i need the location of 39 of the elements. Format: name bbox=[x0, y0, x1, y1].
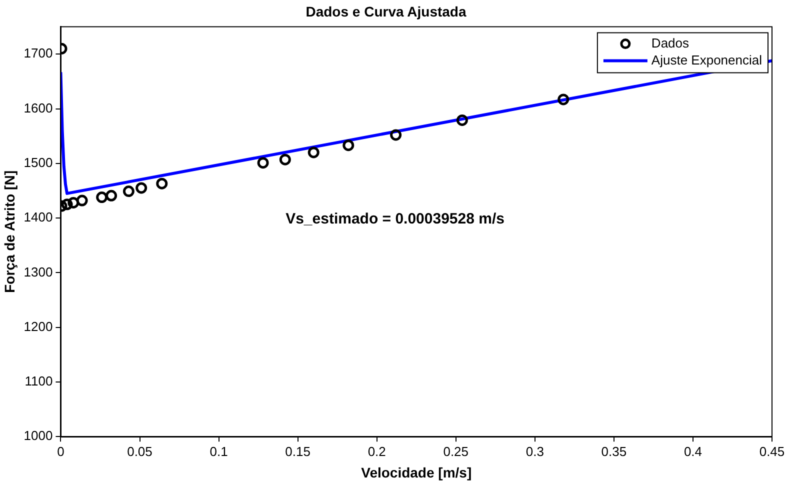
legend-label: Dados bbox=[651, 35, 690, 50]
x-axis-title: Velocidade [m/s] bbox=[361, 464, 472, 480]
y-tick-label: 1000 bbox=[24, 428, 53, 444]
point bbox=[68, 196, 80, 208]
y-tick-label: 1200 bbox=[24, 318, 53, 334]
y-tick-label: 1700 bbox=[24, 46, 53, 61]
point bbox=[257, 157, 269, 169]
x-tick-label: 0.35 bbox=[601, 444, 627, 459]
y-tick-label: 1500 bbox=[24, 154, 53, 170]
x-tick-label: 0.4 bbox=[684, 444, 702, 459]
y-axis-title: Força de Atrito [N] bbox=[1, 170, 18, 293]
x-tick-label: 0.2 bbox=[368, 444, 386, 459]
point bbox=[390, 129, 402, 141]
x-tick-label: 0.05 bbox=[127, 444, 152, 459]
x-tick-label: 0.3 bbox=[526, 444, 544, 459]
point bbox=[106, 190, 118, 202]
point bbox=[61, 198, 73, 210]
point bbox=[308, 146, 320, 158]
x-tick-label: 0.45 bbox=[759, 444, 785, 459]
point bbox=[456, 114, 468, 126]
point bbox=[76, 194, 88, 206]
y-tick-label: 1100 bbox=[24, 374, 53, 389]
point bbox=[136, 182, 148, 194]
point bbox=[156, 178, 168, 190]
point bbox=[558, 94, 570, 106]
x-tick-label: 0 bbox=[57, 444, 64, 459]
y-tick-label: 1400 bbox=[24, 210, 53, 225]
annotation: Vs_estimado = 0.00039528 m/s bbox=[286, 210, 504, 228]
x-tick-label: 0.15 bbox=[285, 444, 310, 459]
chart-title: Dados e Curva Ajustada bbox=[306, 3, 466, 20]
point bbox=[342, 140, 354, 152]
x-tick-label: 0.1 bbox=[210, 444, 228, 459]
point bbox=[279, 154, 291, 166]
point bbox=[96, 192, 108, 204]
x-tick-label: 0.25 bbox=[443, 444, 469, 459]
y-tick-label: 1600 bbox=[24, 100, 53, 116]
y-tick-label: 1300 bbox=[24, 264, 53, 280]
point bbox=[122, 186, 134, 198]
legend-label: Ajuste Exponencial bbox=[651, 52, 762, 68]
